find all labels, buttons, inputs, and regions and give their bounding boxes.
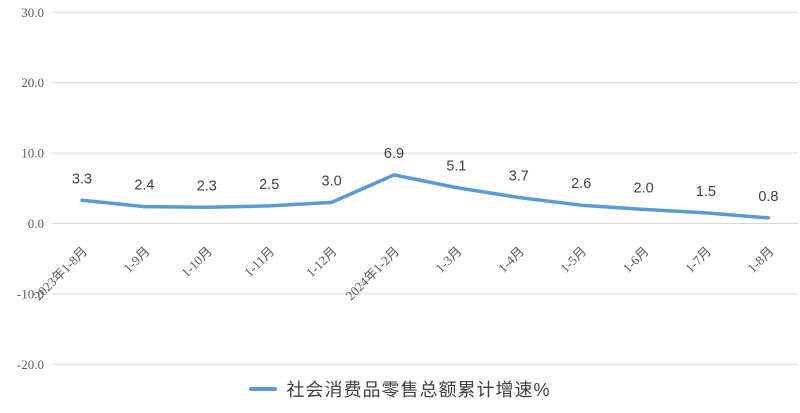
x-axis-label: 1-11月	[241, 244, 277, 280]
y-axis-label: -20.0	[17, 357, 44, 372]
x-axis-label: 1-8月	[744, 244, 776, 276]
x-axis-label: 1-5月	[557, 244, 589, 276]
data-label: 2.4	[134, 178, 154, 194]
data-label: 6.9	[384, 146, 404, 162]
data-label: 2.3	[197, 178, 217, 194]
legend: 社会消费品零售总额累计增速%	[0, 376, 800, 402]
data-line	[80, 173, 771, 220]
data-label: 3.0	[322, 173, 342, 189]
y-axis-label: 10.0	[21, 146, 44, 161]
y-axis-label: 20.0	[21, 75, 44, 90]
data-label: 3.7	[509, 168, 529, 184]
x-axis-label: 1-10月	[178, 244, 215, 281]
x-axis-label: 1-12月	[303, 244, 340, 281]
x-axis-label: 1-7月	[682, 244, 714, 276]
y-axis-label: -10.0	[17, 286, 44, 301]
data-label: 5.1	[446, 159, 466, 175]
data-label: 2.5	[259, 177, 279, 193]
data-label: 1.5	[696, 184, 716, 200]
data-label: 0.8	[758, 189, 778, 205]
y-axis-label: 30.0	[21, 5, 44, 20]
y-axis-label: 0.0	[28, 216, 44, 231]
data-label: 2.0	[634, 180, 654, 196]
data-label: 3.3	[72, 171, 92, 187]
legend-label: 社会消费品零售总额累计增速%	[286, 380, 551, 400]
data-label: 2.6	[571, 176, 591, 192]
x-axis-label: 1-3月	[432, 244, 464, 276]
x-axis-label: 1-9月	[120, 244, 152, 276]
legend-line-swatch	[249, 387, 278, 391]
x-axis-label: 1-4月	[495, 244, 527, 276]
x-axis-label: 1-6月	[620, 244, 652, 276]
